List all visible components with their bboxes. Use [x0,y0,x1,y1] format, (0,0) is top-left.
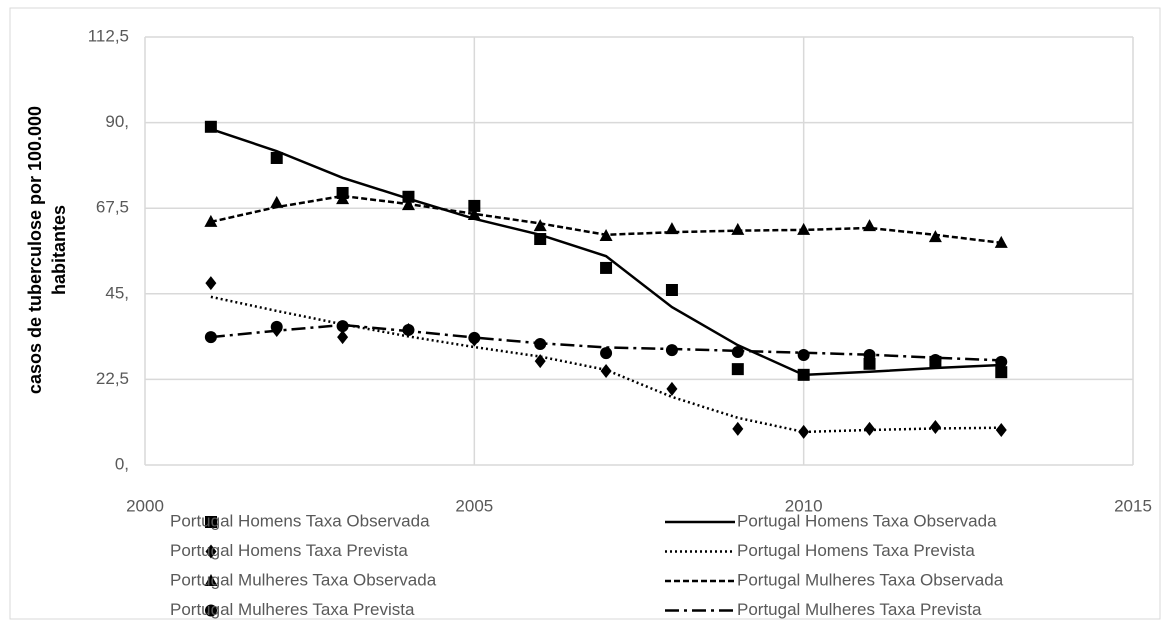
series-line [210,127,1002,377]
x-tick-label: 2005 [455,496,493,515]
data-point [666,381,678,396]
data-point [336,320,349,333]
y-axis-label: casos de tuberculose por 100.000 [25,106,45,394]
data-point [731,222,745,235]
legend-label: Portugal Mulheres Taxa Prevista [170,600,415,619]
legend-label: Portugal Homens Taxa Prevista [737,541,975,560]
data-point [995,422,1007,437]
data-point [533,219,547,232]
data-point [600,261,613,274]
data-point [731,346,744,359]
series-line [210,295,1002,434]
data-point [732,421,744,436]
legend-label: Portugal Mulheres Taxa Observada [737,570,1004,589]
data-point [205,276,217,291]
data-point [797,349,810,362]
chart-frame [9,7,1161,620]
series-line [210,323,1002,362]
y-tick-label: 22,5 [96,369,129,388]
legend-label: Portugal Mulheres Taxa Prevista [737,600,982,619]
data-point [995,355,1008,368]
data-point [534,354,546,369]
data-point [337,330,349,345]
y-tick-label: 67,5 [96,198,129,217]
data-point [270,195,284,208]
data-point [928,230,942,243]
legend-symbol [205,604,217,617]
data-point [336,192,350,205]
series-line [210,194,1002,245]
y-tick-label: 90, [105,112,129,131]
y-tick-label: 45, [105,283,129,302]
x-tick-label: 2000 [126,496,164,515]
legend-symbol [205,544,217,559]
x-tick-label: 2010 [785,496,823,515]
data-point [798,424,810,439]
data-point [731,363,744,376]
legend-symbol [204,574,218,586]
y-axis-label: habitantes [49,205,69,295]
y-tick-label: 0, [115,454,129,473]
legend-label: Portugal Homens Taxa Observada [737,511,997,530]
data-point [204,120,217,133]
x-tick-label: 2015 [1114,496,1152,515]
data-point [995,366,1008,379]
y-tick-label: 112,5 [88,26,129,45]
data-point [929,419,941,434]
legend-label: Portugal Homens Taxa Prevista [170,541,408,560]
legend-symbol [205,516,217,528]
data-point [468,199,481,212]
data-point [929,353,942,366]
data-point [665,283,678,296]
data-point [863,357,876,370]
legend-label: Portugal Mulheres Taxa Observada [170,570,437,589]
data-point [467,208,481,221]
legend-label: Portugal Homens Taxa Observada [170,511,430,530]
data-point [600,347,613,360]
data-point [600,364,612,379]
data-point [270,151,283,164]
